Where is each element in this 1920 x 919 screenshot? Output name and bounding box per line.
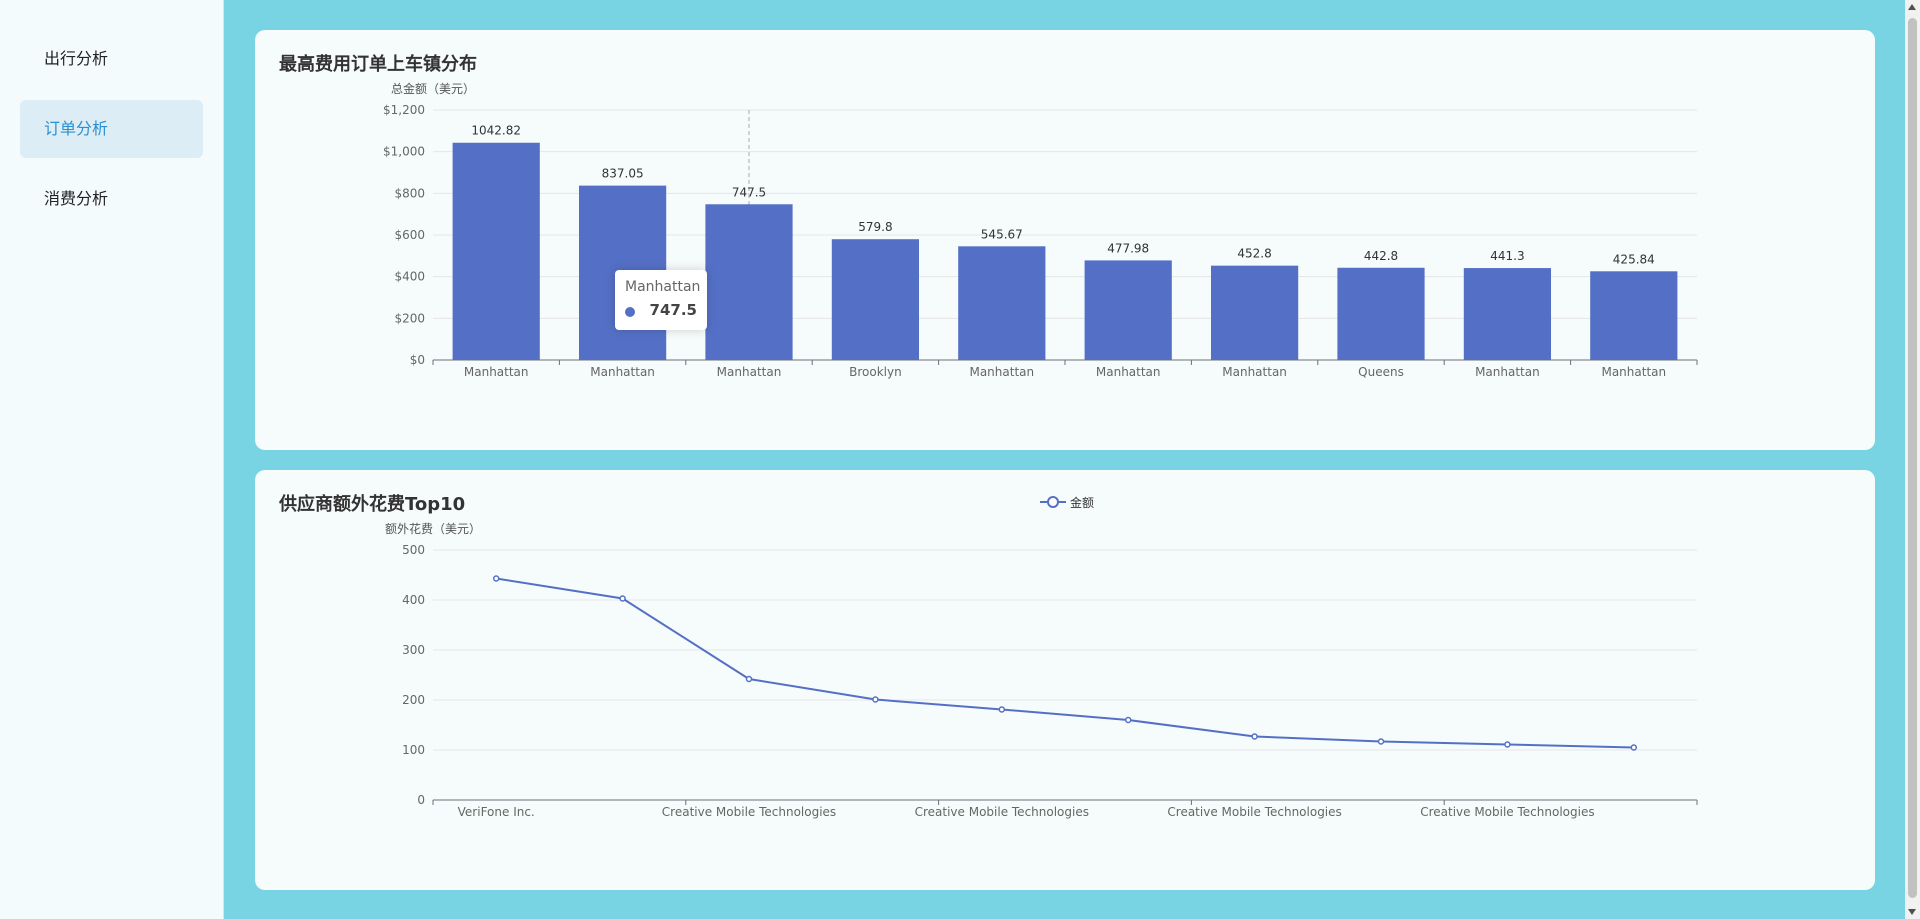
bar bbox=[958, 246, 1046, 360]
legend-label: 金额 bbox=[1070, 496, 1095, 510]
scroll-down-arrow-icon[interactable] bbox=[1908, 909, 1916, 915]
bar bbox=[831, 239, 920, 360]
x-tick-label: Creative Mobile Technologies bbox=[1167, 805, 1341, 819]
data-point bbox=[998, 706, 1006, 713]
line-chart: 0 100 200 300 400 500 VeriFone Inc. Creative Mo… bbox=[402, 543, 1698, 819]
bar-value-label: 837.05 bbox=[602, 167, 644, 181]
tooltip-category: Manhattan bbox=[625, 279, 701, 295]
data-point bbox=[872, 696, 879, 703]
line-chart-y-axis-name: 额外花费（美元） bbox=[385, 522, 482, 536]
bar-chart-title: 最高费用订单上车镇分布 bbox=[279, 54, 477, 75]
bar-value-label: 425.84 bbox=[1613, 252, 1655, 266]
y-tick-label: $600 bbox=[394, 228, 425, 242]
bar bbox=[1463, 268, 1552, 360]
bar-value-label: 1042.82 bbox=[471, 124, 521, 138]
y-tick-label: 100 bbox=[402, 743, 425, 757]
bar bbox=[452, 142, 540, 360]
bar-value-label: 442.8 bbox=[1364, 249, 1398, 263]
y-tick-label: 400 bbox=[402, 593, 425, 607]
bar bbox=[1210, 265, 1299, 360]
data-point bbox=[1504, 741, 1511, 748]
x-tick-label: Manhattan bbox=[1601, 365, 1666, 379]
x-tick-label: Manhattan bbox=[464, 365, 529, 379]
page-scrollbar[interactable] bbox=[1905, 0, 1920, 919]
tooltip-series-marker bbox=[625, 307, 635, 317]
x-tick-label: Manhattan bbox=[1222, 365, 1287, 379]
chart-tooltip: Manhattan 747.5 bbox=[615, 270, 707, 330]
scroll-thumb[interactable] bbox=[1908, 18, 1917, 898]
sidebar: 出行分析 订单分析 消费分析 bbox=[0, 0, 224, 919]
bar-value-label: 452.8 bbox=[1237, 247, 1271, 261]
y-tick-label: $1,200 bbox=[383, 103, 425, 117]
sidebar-item-trip-analysis[interactable]: 出行分析 bbox=[44, 49, 109, 68]
bar bbox=[1590, 271, 1678, 360]
x-tick-label: Brooklyn bbox=[849, 365, 902, 379]
y-tick-label: $200 bbox=[394, 311, 425, 325]
x-tick-label: Manhattan bbox=[1096, 365, 1161, 379]
bar-value-label: 747.5 bbox=[732, 185, 766, 199]
x-tick-label: Manhattan bbox=[1475, 365, 1540, 379]
bar-chart: $0 $200 $400 $600 $800 $1,000 $1,200 1042.82 Man… bbox=[383, 103, 1698, 379]
line-chart-title: 供应商额外花费Top10 bbox=[279, 494, 466, 515]
x-tick-label: VeriFone Inc. bbox=[458, 805, 535, 819]
bar bbox=[1084, 260, 1172, 360]
x-tick-label: Creative Mobile Technologies bbox=[915, 805, 1089, 819]
y-tick-label: 200 bbox=[402, 693, 425, 707]
x-tick-label: Creative Mobile Technologies bbox=[1420, 805, 1594, 819]
y-tick-label: $400 bbox=[394, 270, 425, 284]
bar bbox=[705, 204, 793, 360]
bar-value-label: 441.3 bbox=[1490, 249, 1524, 263]
line-chart-panel: 供应商额外花费Top10 额外花费（美元） 金额 0 100 200 300 400 50… bbox=[255, 470, 1875, 890]
data-point bbox=[619, 595, 626, 602]
data-point bbox=[1630, 744, 1638, 751]
sidebar-item-order-analysis[interactable]: 订单分析 bbox=[20, 100, 203, 158]
y-tick-label: $0 bbox=[410, 353, 425, 367]
sidebar-item-spending-analysis[interactable]: 消费分析 bbox=[44, 189, 109, 208]
y-tick-label: $1,000 bbox=[383, 145, 425, 159]
bar bbox=[1337, 267, 1425, 360]
bar-value-label: 579.8 bbox=[858, 220, 892, 234]
bar-value-label: 545.67 bbox=[981, 227, 1023, 241]
x-tick-label: Queens bbox=[1358, 365, 1404, 379]
sidebar-menu: 出行分析 订单分析 消费分析 bbox=[0, 0, 223, 228]
y-tick-label: 0 bbox=[417, 793, 425, 807]
tooltip-value: 747.5 bbox=[649, 301, 697, 319]
data-point bbox=[492, 575, 500, 582]
bar-chart-y-axis-name: 总金额（美元） bbox=[391, 82, 476, 96]
y-tick-label: $800 bbox=[394, 186, 425, 200]
x-tick-label: Manhattan bbox=[969, 365, 1034, 379]
scroll-up-arrow-icon[interactable] bbox=[1908, 4, 1916, 10]
legend-line-icon bbox=[1040, 496, 1066, 508]
series-line bbox=[496, 577, 1634, 749]
y-tick-label: 300 bbox=[402, 643, 425, 657]
data-point bbox=[1377, 738, 1385, 745]
x-tick-label: Creative Mobile Technologies bbox=[662, 805, 836, 819]
x-tick-label: Manhattan bbox=[717, 365, 782, 379]
bar-value-label: 477.98 bbox=[1107, 241, 1149, 255]
data-point bbox=[1124, 716, 1132, 724]
y-tick-label: 500 bbox=[402, 543, 425, 557]
x-tick-label: Manhattan bbox=[590, 365, 655, 379]
bar-chart-panel: 最高费用订单上车镇分布 总金额（美元） $0 $200 $400 $600 $800 $1… bbox=[255, 30, 1875, 450]
data-point bbox=[1251, 733, 1258, 740]
data-point bbox=[745, 675, 753, 683]
